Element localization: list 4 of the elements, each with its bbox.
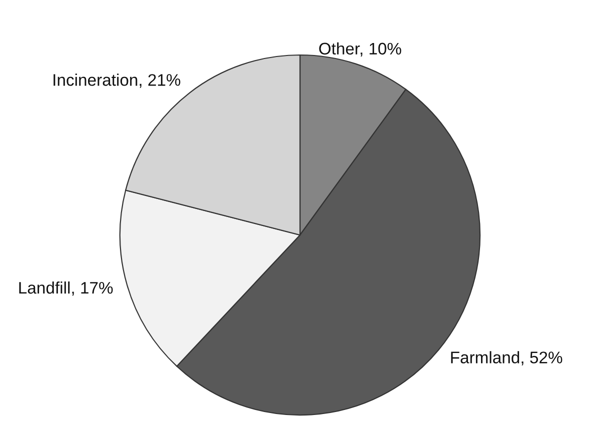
slice-label: Landfill, 17%	[19, 281, 113, 296]
slice-label: Farmland, 52%	[451, 351, 562, 366]
slice-label: Incineration, 21%	[54, 74, 180, 88]
slice-label: Other, 10%	[319, 42, 402, 57]
